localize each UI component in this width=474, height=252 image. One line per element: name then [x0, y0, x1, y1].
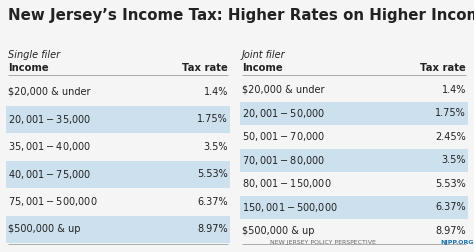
Text: $150,001 - $500,000: $150,001 - $500,000	[242, 201, 338, 214]
Text: $500,000 & up: $500,000 & up	[8, 224, 81, 234]
Text: 5.53%: 5.53%	[435, 179, 466, 189]
Text: 2.45%: 2.45%	[435, 132, 466, 142]
Bar	[240, 196, 468, 219]
Text: $20,000 & under: $20,000 & under	[242, 85, 325, 95]
Text: $75,001 - $500,000: $75,001 - $500,000	[8, 195, 98, 208]
Text: New Jersey’s Income Tax: Higher Rates on Higher Income: New Jersey’s Income Tax: Higher Rates on…	[8, 8, 474, 23]
Text: NEW JERSEY POLICY PERSPECTIVE: NEW JERSEY POLICY PERSPECTIVE	[270, 240, 376, 245]
Bar	[6, 215, 230, 243]
Text: NJPP.ORG: NJPP.ORG	[440, 240, 474, 245]
Text: Joint filer: Joint filer	[242, 50, 286, 60]
Text: $80,001 - $150,000: $80,001 - $150,000	[242, 177, 332, 190]
Text: 1.75%: 1.75%	[197, 114, 228, 124]
Text: 1.4%: 1.4%	[204, 87, 228, 97]
Text: $50,001 - $70,000: $50,001 - $70,000	[242, 130, 325, 143]
Text: $40,001 - $75,000: $40,001 - $75,000	[8, 168, 91, 181]
Text: 1.75%: 1.75%	[435, 108, 466, 118]
Text: $35,001 - $40,000: $35,001 - $40,000	[8, 140, 91, 153]
Text: $20,001 - $50,000: $20,001 - $50,000	[242, 107, 325, 120]
Text: 8.97%: 8.97%	[436, 226, 466, 236]
Text: Income: Income	[242, 63, 283, 73]
Text: Tax rate: Tax rate	[182, 63, 228, 73]
Text: 6.37%: 6.37%	[197, 197, 228, 207]
Text: 5.53%: 5.53%	[197, 169, 228, 179]
Text: 6.37%: 6.37%	[436, 202, 466, 212]
Text: Tax rate: Tax rate	[420, 63, 466, 73]
Bar	[6, 106, 230, 133]
Bar	[240, 148, 468, 172]
Text: Single filer: Single filer	[8, 50, 60, 60]
Text: 3.5%: 3.5%	[441, 155, 466, 165]
Text: $500,000 & up: $500,000 & up	[242, 226, 315, 236]
Text: 3.5%: 3.5%	[203, 142, 228, 152]
Text: $20,000 & under: $20,000 & under	[8, 87, 91, 97]
Text: 8.97%: 8.97%	[197, 224, 228, 234]
Text: $70,001 - $80,000: $70,001 - $80,000	[242, 154, 325, 167]
Bar	[6, 161, 230, 188]
Bar	[240, 102, 468, 125]
Text: $20,001 - $35,000: $20,001 - $35,000	[8, 113, 91, 126]
Text: Income: Income	[8, 63, 49, 73]
Text: 1.4%: 1.4%	[442, 85, 466, 95]
